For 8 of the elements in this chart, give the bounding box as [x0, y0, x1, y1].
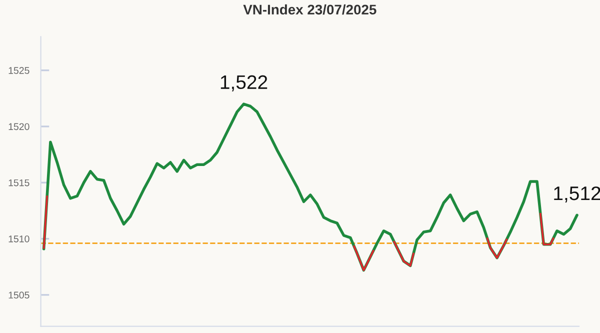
y-tick-label: 1525: [8, 67, 30, 74]
y-tick-label: 1520: [8, 123, 30, 130]
chart-title: VN-Index 23/07/2025: [243, 4, 376, 15]
y-tick-label: 1510: [8, 235, 30, 242]
data-label: 1,512: [554, 186, 600, 203]
y-tick-label: 1505: [8, 292, 30, 299]
y-tick-label: 1515: [8, 179, 30, 186]
data-label: 1,522: [220, 75, 268, 92]
